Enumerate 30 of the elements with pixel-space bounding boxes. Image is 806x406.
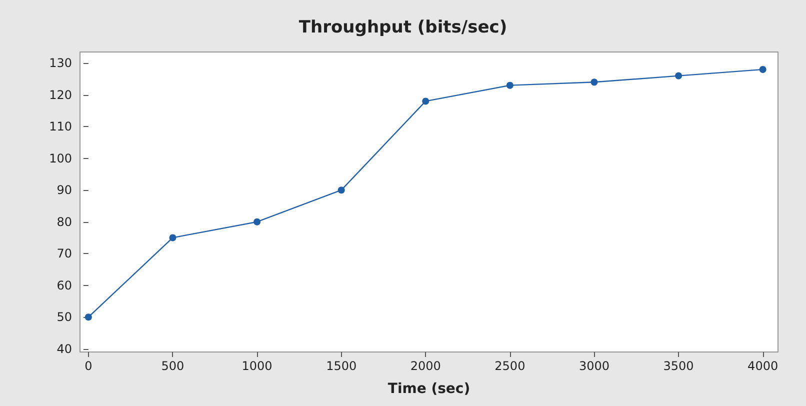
- y-tick-label: 90: [56, 183, 72, 198]
- x-tick-label: 500: [161, 359, 184, 373]
- point: [338, 186, 345, 194]
- point: [590, 78, 598, 86]
- y-tick-label: 60: [56, 278, 72, 292]
- x-tick-label: 0: [84, 359, 92, 373]
- x-axis-title: Time (sec): [388, 381, 470, 397]
- point: [759, 66, 766, 73]
- x-tick-label: 1000: [242, 359, 272, 373]
- y-tick-label: 130: [49, 56, 72, 70]
- y-tick-label: 70: [56, 246, 72, 261]
- y-tick-label: 40: [56, 342, 72, 356]
- y-tick-label: 120: [49, 88, 72, 102]
- point: [422, 98, 430, 105]
- x-tick-label: 3500: [663, 359, 694, 373]
- point: [169, 234, 176, 242]
- x-tick-label: 1500: [326, 359, 357, 373]
- x-tick-label: 2000: [410, 359, 441, 373]
- point: [506, 82, 514, 89]
- y-tick-label: 80: [56, 214, 72, 229]
- y-tick-label: 100: [49, 151, 72, 166]
- x-tick-label: 4000: [748, 359, 778, 373]
- y-tick-label: 50: [56, 310, 72, 324]
- point: [84, 314, 92, 321]
- x-tick-label: 2500: [494, 359, 526, 373]
- point: [675, 72, 682, 80]
- y-tick-label: 110: [49, 120, 72, 134]
- chart-title: Throughput (bits/sec): [298, 18, 508, 38]
- x-tick-label: 3000: [578, 359, 610, 373]
- point: [254, 218, 261, 226]
